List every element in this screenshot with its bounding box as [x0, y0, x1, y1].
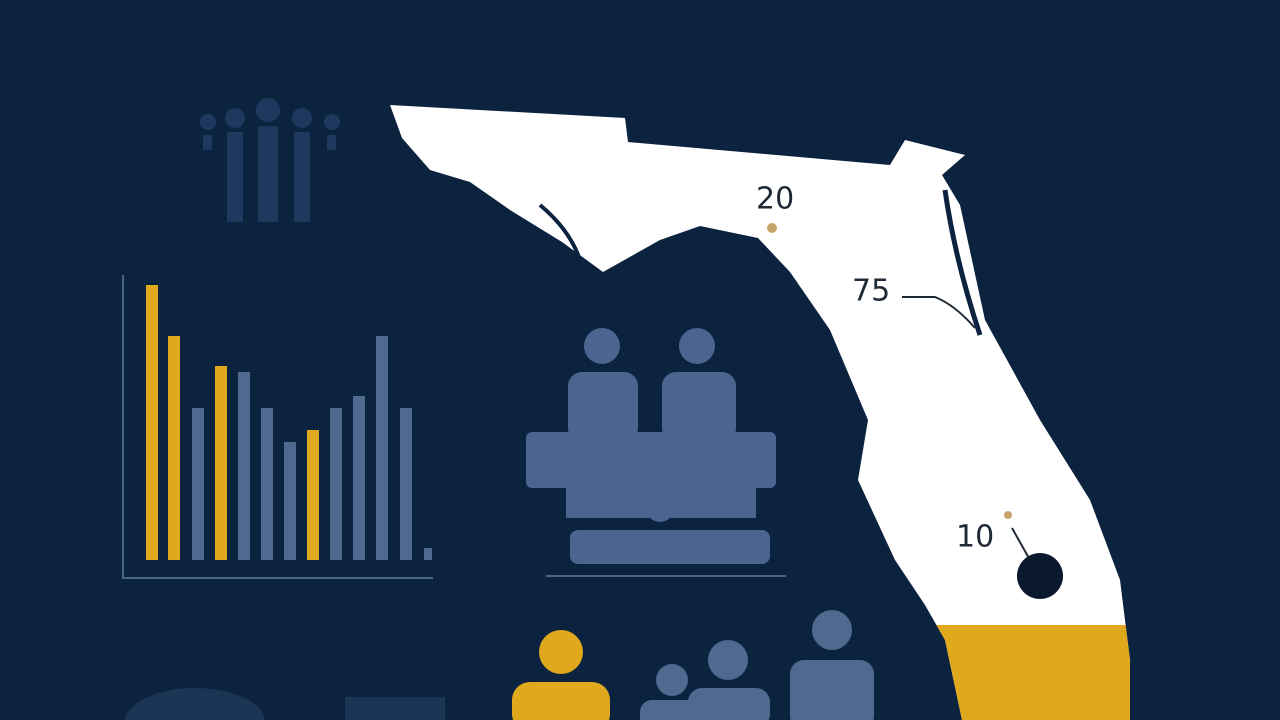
marker	[1017, 553, 1063, 599]
leader-line	[1011, 527, 1031, 561]
bar-chart-decoration	[122, 275, 433, 579]
map-label: 75	[852, 274, 890, 309]
marker	[1004, 511, 1012, 519]
map-label: 10	[956, 520, 994, 555]
map-label: 20	[756, 182, 794, 217]
bottom-people	[125, 610, 874, 720]
people-group	[526, 328, 786, 577]
faint-figures	[200, 98, 340, 222]
leader-line	[902, 296, 976, 329]
coast-detail	[538, 203, 582, 261]
marker	[767, 223, 777, 233]
coast-detail	[942, 189, 983, 336]
